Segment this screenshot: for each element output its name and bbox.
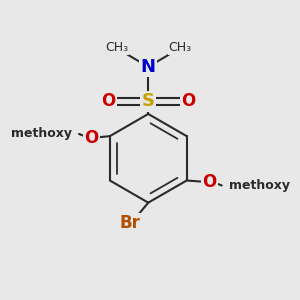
Text: CH₃: CH₃ bbox=[105, 41, 128, 55]
Text: O: O bbox=[84, 128, 99, 146]
Text: O: O bbox=[181, 92, 196, 110]
Text: S: S bbox=[142, 92, 155, 110]
Text: O: O bbox=[101, 92, 115, 110]
Text: N: N bbox=[141, 58, 156, 76]
Text: CH₃: CH₃ bbox=[169, 41, 192, 55]
Text: methoxy: methoxy bbox=[11, 128, 72, 140]
Text: Br: Br bbox=[120, 214, 141, 232]
Text: methoxy: methoxy bbox=[229, 179, 290, 192]
Text: O: O bbox=[202, 173, 216, 191]
